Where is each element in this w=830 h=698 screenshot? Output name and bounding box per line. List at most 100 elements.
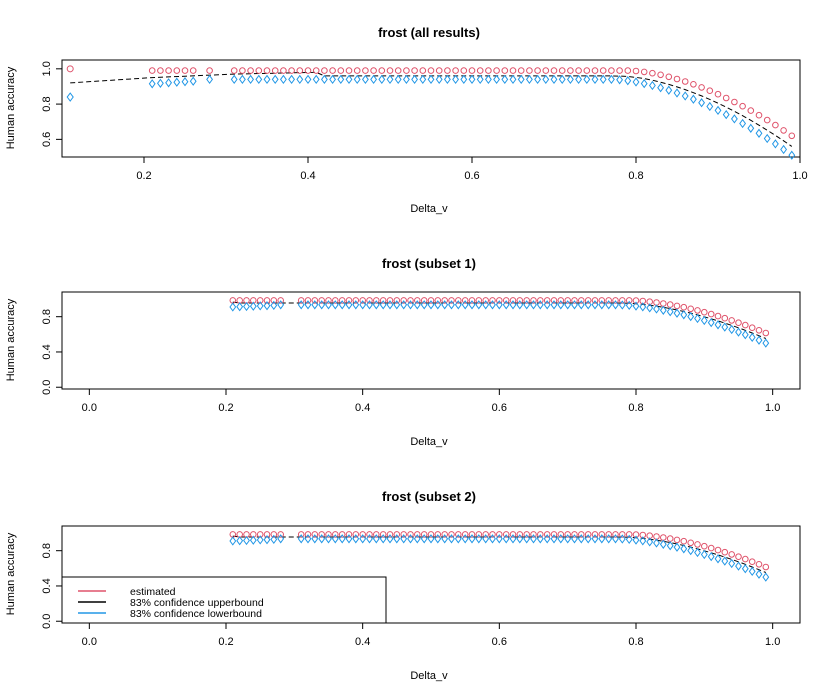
estimated-point (206, 67, 213, 74)
estimated-point (584, 297, 592, 304)
estimated-point (612, 531, 619, 538)
y-tick-label: 0.4 (41, 578, 53, 593)
estimated-point (493, 67, 500, 74)
estimated-point (537, 531, 544, 538)
lowerbound-point (564, 534, 572, 544)
estimated-point (366, 531, 373, 538)
estimated-point (337, 67, 345, 74)
estimated-point (578, 531, 585, 538)
legend-label-upperbound: 83% confidence upperbound (130, 597, 264, 609)
data-marks (66, 65, 796, 160)
estimated-point (448, 531, 455, 538)
lowerbound-point (659, 305, 667, 315)
lowerbound-point (632, 77, 640, 87)
lowerbound-point (359, 300, 367, 310)
lowerbound-point (571, 534, 578, 544)
lowerbound-point (659, 539, 667, 549)
estimated-point (731, 98, 738, 106)
estimated-point (673, 75, 681, 83)
estimated-point (304, 297, 312, 304)
estimated-point (550, 531, 558, 538)
lowerbound-point (189, 76, 197, 86)
lowerbound-point (427, 534, 435, 544)
estimated-point (304, 531, 312, 538)
estimated-point (338, 531, 346, 538)
x-axis-label: Delta_v (410, 203, 448, 215)
lowerbound-point (741, 330, 749, 340)
lowerbound-point (427, 74, 435, 85)
lowerbound-point (461, 534, 469, 544)
estimated-point (434, 297, 442, 304)
estimated-point (318, 297, 326, 304)
lowerbound-point (625, 534, 633, 545)
panel-subset-1: frost (subset 1) 0.0 0.2 0.4 0.6 0.8 1.0 0.00… (5, 256, 801, 448)
estimated-point (624, 67, 632, 74)
lowerbound-point (762, 338, 770, 348)
lowerbound-point (728, 558, 736, 569)
estimated-point (509, 67, 517, 74)
lowerbound-point (509, 74, 517, 85)
x-tick-label: 0.8 (628, 170, 643, 182)
lowerbound-point (311, 534, 319, 544)
estimated-point (557, 297, 565, 304)
lowerbound-point (434, 534, 442, 544)
lowerbound-point (509, 534, 517, 544)
estimated-point (755, 111, 763, 119)
lowerbound-point (448, 300, 455, 310)
estimated-point (411, 67, 418, 74)
estimated-point (687, 539, 695, 547)
lowerbound-point (605, 534, 613, 544)
estimated-point (263, 531, 271, 538)
lowerbound-point (482, 534, 490, 544)
estimated-point (608, 67, 615, 74)
lowerbound-point (345, 74, 353, 85)
lowerbound-point (509, 300, 517, 310)
estimated-point (441, 297, 449, 304)
estimated-point (496, 531, 503, 538)
estimated-point (509, 297, 517, 304)
estimated-point (537, 297, 544, 304)
estimated-point (526, 67, 533, 74)
lowerbound-point (714, 554, 722, 564)
lowerbound-point (156, 78, 164, 88)
lowerbound-point (394, 74, 402, 85)
lowerbound-point (665, 85, 673, 95)
estimated-point (427, 297, 435, 304)
lowerbound-point (304, 300, 312, 310)
lowerbound-point (413, 300, 421, 310)
lowerbound-point (325, 300, 332, 310)
lowerbound-point (543, 534, 551, 544)
estimated-point (694, 307, 701, 314)
lowerbound-point (681, 91, 689, 101)
estimated-point (441, 531, 449, 538)
lowerbound-point (542, 74, 550, 85)
lowerbound-point (501, 74, 509, 85)
lowerbound-point (632, 535, 640, 545)
estimated-point (366, 297, 373, 304)
estimated-point (359, 531, 367, 538)
x-tick-label: 0.6 (464, 170, 479, 182)
lowerbound-point (632, 301, 640, 311)
estimated-point (680, 303, 688, 311)
estimated-point (393, 297, 401, 304)
x-tick-label: 0.4 (355, 636, 370, 648)
lowerbound-point (689, 94, 697, 104)
estimated-point (605, 531, 613, 538)
lowerbound-point (640, 78, 648, 89)
estimated-point (189, 67, 197, 74)
lowerbound-point (493, 74, 501, 85)
lowerbound-point (698, 98, 706, 108)
estimated-point (625, 531, 633, 538)
y-tick-label: 0.8 (41, 96, 53, 111)
y-axis-label: Human accuracy (5, 532, 17, 615)
lowerbound-point (263, 74, 271, 85)
x-axis-label: Delta_v (410, 670, 448, 682)
lowerbound-point (735, 327, 742, 337)
lowerbound-point (325, 534, 332, 544)
estimated-point (352, 297, 360, 304)
estimated-point (256, 297, 264, 304)
lowerbound-point (206, 74, 214, 85)
y-axis-label: Human accuracy (5, 298, 17, 381)
estimated-point (742, 321, 749, 329)
lowerbound-point (584, 300, 592, 310)
